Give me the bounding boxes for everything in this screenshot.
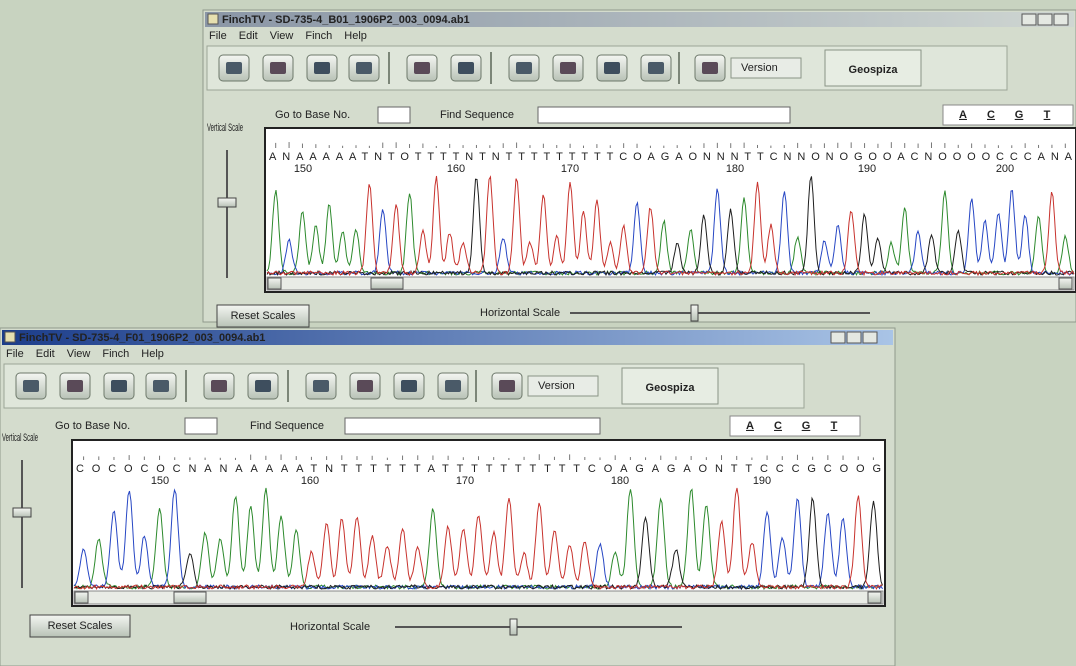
menu-item[interactable]: Help [141, 348, 164, 360]
menu-item[interactable]: Help [344, 30, 367, 42]
toolbar-icon [499, 380, 515, 392]
go-to-base-input[interactable] [378, 107, 410, 123]
toolbar-icon [516, 62, 532, 74]
menu-item[interactable]: Edit [239, 30, 258, 42]
position-label: 200 [996, 163, 1014, 175]
go-to-base-label: Go to Base No. [275, 109, 350, 121]
toolbar-icon [445, 380, 461, 392]
horizontal-scale-label: Horizontal Scale [480, 307, 560, 319]
vertical-scale-label: Vertical Scale [2, 432, 38, 444]
window-title: FinchTV - SD-735-4_B01_1906P2_003_0094.a… [222, 14, 470, 26]
toolbar-icon [560, 62, 576, 74]
horizontal-scale-label: Horizontal Scale [290, 621, 370, 633]
position-label: 150 [151, 475, 169, 487]
toolbar-icon [270, 62, 286, 74]
toolbar-icon [356, 62, 372, 74]
position-label: 190 [753, 475, 771, 487]
base-toggle[interactable]: C [987, 109, 995, 121]
menu-item[interactable]: View [270, 30, 294, 42]
menu-item[interactable]: Finch [102, 348, 129, 360]
minimize-button[interactable] [831, 332, 845, 343]
toolbar-icon [314, 62, 330, 74]
toolbar-icon [648, 62, 664, 74]
page: FinchTV - SD-735-4_B01_1906P2_003_0094.a… [0, 0, 1076, 666]
toolbar-icon [153, 380, 169, 392]
position-label: 150 [294, 163, 312, 175]
scroll-left[interactable] [75, 592, 88, 603]
app-icon [5, 332, 15, 342]
base-toggle[interactable]: G [1015, 109, 1024, 121]
toolbar-icon [414, 62, 430, 74]
vertical-scale-label: Vertical Scale [207, 122, 243, 134]
base-toggle[interactable]: A [746, 420, 754, 432]
base-toggle[interactable]: G [802, 420, 811, 432]
position-label: 170 [561, 163, 579, 175]
find-sequence-input[interactable] [345, 418, 600, 434]
menu-item[interactable]: Edit [36, 348, 55, 360]
find-sequence-input[interactable] [538, 107, 790, 123]
toolbar-icon [604, 62, 620, 74]
menu-item[interactable]: View [67, 348, 91, 360]
version-label: Version [741, 62, 778, 74]
app-icon [208, 14, 218, 24]
base-toggle[interactable]: C [774, 420, 782, 432]
maximize-button[interactable] [1038, 14, 1052, 25]
position-label: 180 [611, 475, 629, 487]
close-button[interactable] [1054, 14, 1068, 25]
menu-item[interactable]: File [209, 30, 227, 42]
minimize-button[interactable] [1022, 14, 1036, 25]
base-toggle[interactable]: T [1044, 109, 1051, 121]
reset-scales-label: Reset Scales [231, 310, 296, 322]
maximize-button[interactable] [847, 332, 861, 343]
base-toggle[interactable]: T [831, 420, 838, 432]
position-label: 160 [301, 475, 319, 487]
brand-logo: Geospiza [646, 382, 696, 394]
close-button[interactable] [863, 332, 877, 343]
go-to-base-label: Go to Base No. [55, 420, 130, 432]
reset-scales-label: Reset Scales [48, 620, 113, 632]
vertical-scale-thumb[interactable] [218, 198, 236, 207]
position-label: 180 [726, 163, 744, 175]
toolbar-icon [111, 380, 127, 392]
menu-item[interactable]: Finch [305, 30, 332, 42]
toolbar-icon [458, 62, 474, 74]
horizontal-scale-thumb[interactable] [510, 619, 517, 635]
toolbar-icon [67, 380, 83, 392]
brand-logo: Geospiza [849, 64, 899, 76]
version-label: Version [538, 380, 575, 392]
menu-item[interactable]: File [6, 348, 24, 360]
scroll-thumb[interactable] [174, 592, 206, 603]
toolbar-icon [226, 62, 242, 74]
go-to-base-input[interactable] [185, 418, 217, 434]
toolbar-icon [702, 62, 718, 74]
vertical-scale-thumb[interactable] [13, 508, 31, 517]
position-label: 160 [447, 163, 465, 175]
scroll-right[interactable] [1059, 278, 1072, 289]
screen: FinchTV - SD-735-4_B01_1906P2_003_0094.a… [0, 0, 1076, 666]
position-label: 190 [858, 163, 876, 175]
toolbar-icon [357, 380, 373, 392]
toolbar-icon [401, 380, 417, 392]
base-toggle[interactable]: A [959, 109, 967, 121]
window-title: FinchTV - SD-735-4_F01_1906P2_003_0094.a… [19, 332, 265, 344]
find-sequence-label: Find Sequence [440, 109, 514, 121]
position-label: 170 [456, 475, 474, 487]
scroll-thumb[interactable] [371, 278, 403, 289]
horizontal-scale-thumb[interactable] [691, 305, 698, 321]
toolbar-icon [23, 380, 39, 392]
find-sequence-label: Find Sequence [250, 420, 324, 432]
toolbar-icon [313, 380, 329, 392]
scroll-left[interactable] [268, 278, 281, 289]
toolbar-icon [211, 380, 227, 392]
scroll-right[interactable] [868, 592, 881, 603]
toolbar-icon [255, 380, 271, 392]
